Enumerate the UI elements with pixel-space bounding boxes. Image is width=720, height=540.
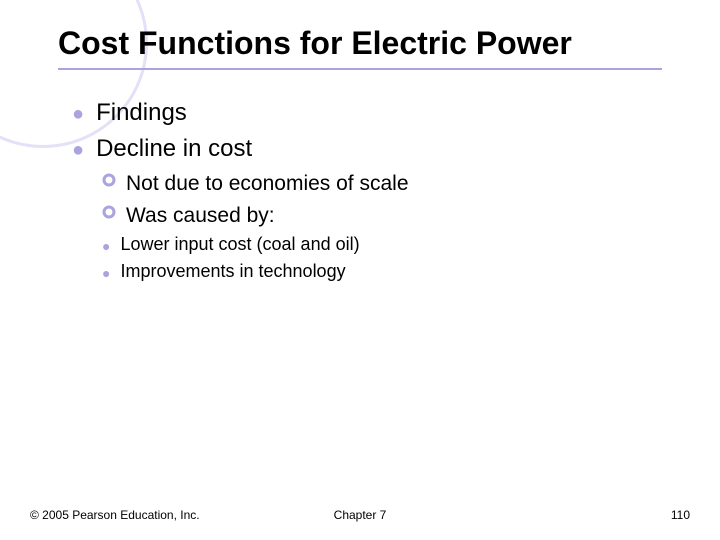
ring-bullet-icon (102, 205, 116, 219)
bullet-list-level3: ● Lower input cost (coal and oil) ● Impr… (102, 233, 662, 284)
footer-chapter: Chapter 7 (334, 508, 387, 522)
disc-bullet-icon: ● (72, 102, 84, 127)
list-item: ● Decline in cost (72, 134, 662, 164)
list-item: ● Improvements in technology (102, 260, 662, 283)
slide: Cost Functions for Electric Power ● Find… (0, 0, 720, 540)
footer-copyright: © 2005 Pearson Education, Inc. (30, 508, 200, 522)
slide-title: Cost Functions for Electric Power (58, 24, 662, 62)
ring-bullet-icon (102, 173, 116, 187)
list-item: ● Findings (72, 98, 662, 128)
disc-bullet-icon: ● (102, 264, 110, 282)
bullet-list-level2: Not due to economies of scale Was caused… (102, 170, 662, 229)
title-underline (58, 68, 662, 70)
bullet-text: Lower input cost (coal and oil) (120, 233, 359, 256)
list-item: Was caused by: (102, 202, 662, 229)
disc-bullet-icon: ● (102, 237, 110, 255)
slide-footer: © 2005 Pearson Education, Inc. Chapter 7… (0, 508, 720, 522)
bullet-text: Improvements in technology (120, 260, 345, 283)
bullet-text: Decline in cost (96, 134, 252, 164)
bullet-text: Not due to economies of scale (126, 170, 409, 197)
bullet-list-level1: ● Findings ● Decline in cost (72, 98, 662, 164)
footer-page-number: 110 (671, 508, 690, 522)
bullet-text: Was caused by: (126, 202, 275, 229)
list-item: Not due to economies of scale (102, 170, 662, 197)
list-item: ● Lower input cost (coal and oil) (102, 233, 662, 256)
disc-bullet-icon: ● (72, 138, 84, 163)
bullet-text: Findings (96, 98, 187, 128)
